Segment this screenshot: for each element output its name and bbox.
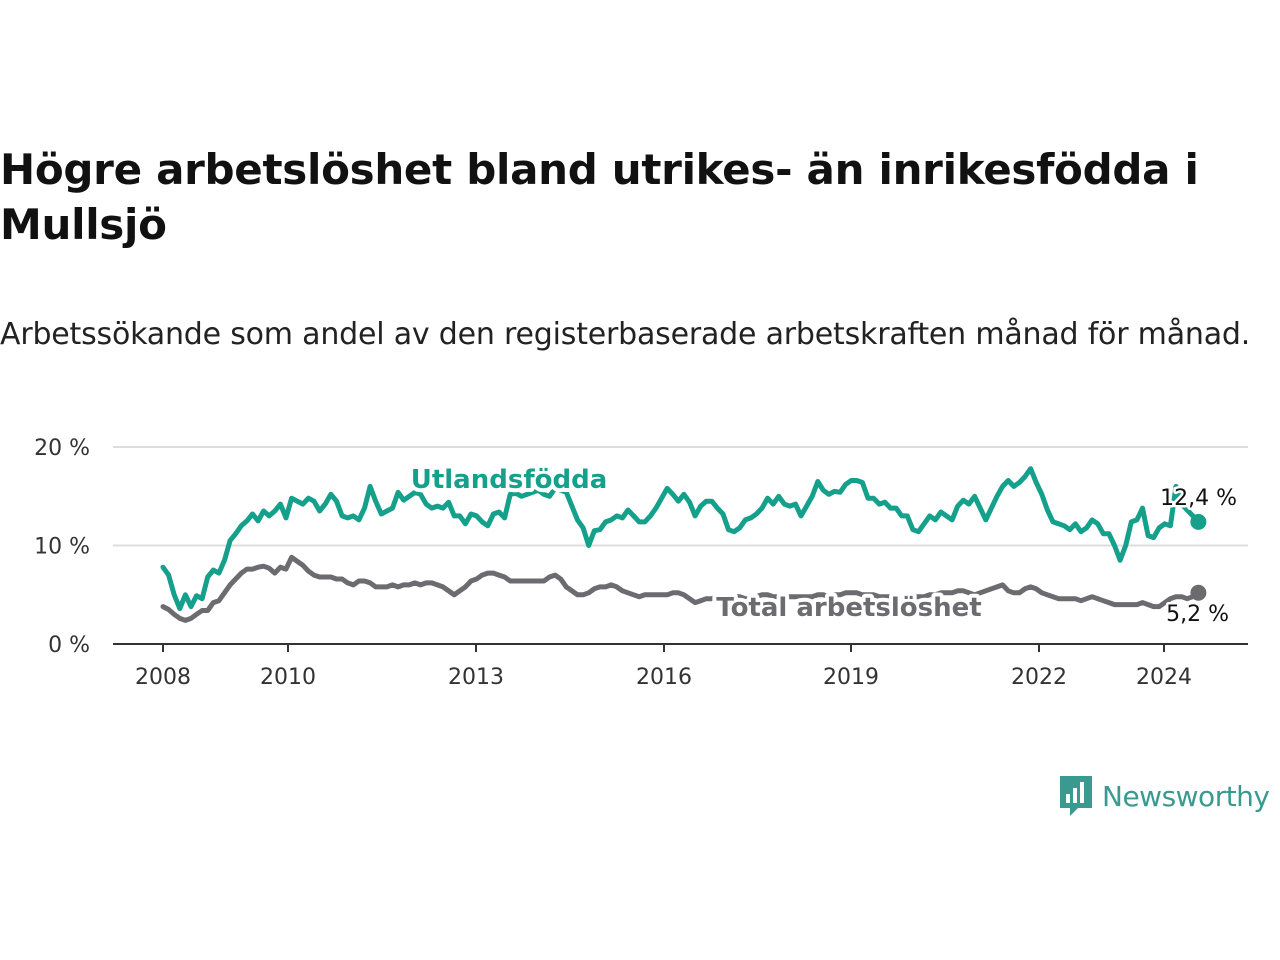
y-tick-label-0: 0 % <box>48 633 90 658</box>
x-tick-label-2019: 2019 <box>823 665 879 690</box>
series-line-total <box>160 554 1201 623</box>
newsworthy-logo-icon <box>1060 776 1092 816</box>
series-line-utlandsfodda <box>160 466 1201 611</box>
newsworthy-logo: Newsworthy <box>1058 774 1270 818</box>
grid-layer <box>113 446 1248 547</box>
newsworthy-logo-text: Newsworthy <box>1102 779 1270 813</box>
label-layer: Utlandsfödda Total arbetslöshet 12,4 % 5,2 … <box>407 461 1240 630</box>
series-end-value-utlandsfodda: 12,4 % <box>1160 486 1237 511</box>
x-tick-label-2024: 2024 <box>1136 665 1192 690</box>
chart-title: Högre arbetslöshet bland utrikes- än inr… <box>0 145 1199 249</box>
series-name-label-utlandsfodda: Utlandsfödda <box>411 465 608 495</box>
y-tick-label-20: 20 % <box>34 436 90 461</box>
series-name-label-total: Total arbetslöshet <box>716 593 981 623</box>
x-tick-label-2022: 2022 <box>1011 665 1067 690</box>
x-tick-label-2016: 2016 <box>636 665 692 690</box>
x-tick-label-2008: 2008 <box>135 665 191 690</box>
y-tick-label-10: 10 % <box>34 535 90 560</box>
series-end-value-total: 5,2 % <box>1166 602 1229 627</box>
series-end-marker-utlandsfodda <box>1190 513 1207 530</box>
x-tick-label-2010: 2010 <box>260 665 316 690</box>
chart-subtitle: Arbetssökande som andel av den registerb… <box>0 317 1251 352</box>
line-chart: 0 %10 %20 %2008 2010 2013 2016 2019 2022 2024 … <box>34 436 1248 690</box>
series-layer <box>160 466 1207 623</box>
axis-layer: 0 % 10 % 20 % 2008 2010 2013 2016 2019 2022 2024 <box>34 436 1248 690</box>
x-tick-label-2013: 2013 <box>448 665 504 690</box>
series-end-marker-total <box>1190 584 1207 601</box>
